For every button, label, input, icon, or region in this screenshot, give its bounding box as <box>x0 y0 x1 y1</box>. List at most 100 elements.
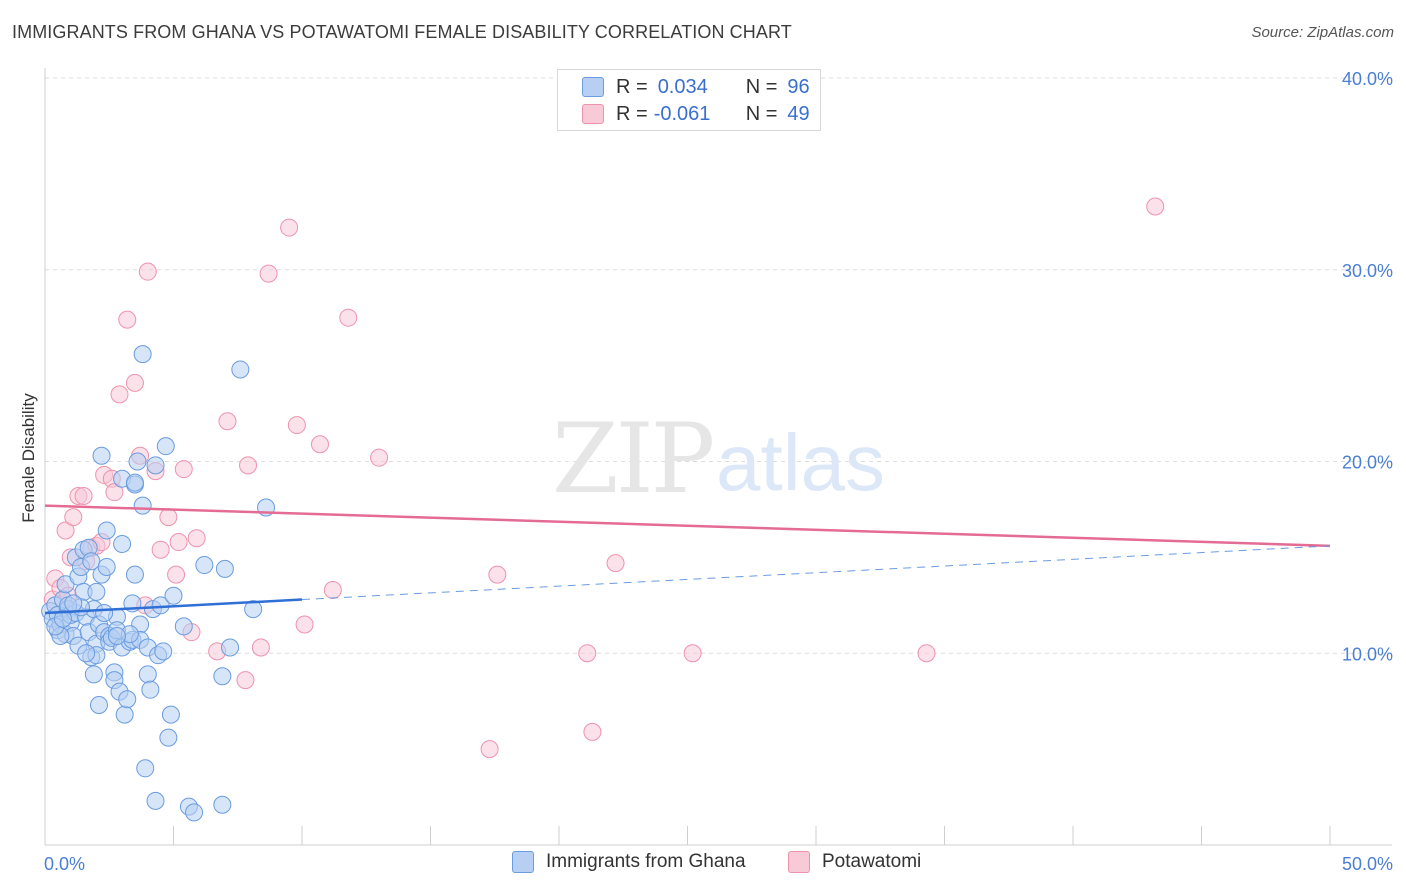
legend-n-label: N = <box>745 102 778 125</box>
legend-swatch-pink <box>582 104 604 124</box>
ghana-trend-extension <box>301 545 1331 601</box>
ghana-point <box>164 586 183 605</box>
potawatomi-point <box>323 580 342 599</box>
ghana-point <box>244 600 263 619</box>
ghana-point <box>95 603 114 622</box>
y-tick-label: 30.0% <box>1342 261 1393 281</box>
potawatomi-point <box>236 671 255 690</box>
ghana-point <box>97 521 116 540</box>
watermark-atlas: atlas <box>716 418 885 507</box>
y-tick-label: 20.0% <box>1342 453 1393 473</box>
ghana-point <box>146 456 165 475</box>
ghana-point <box>138 665 157 684</box>
ghana-point <box>125 565 144 584</box>
legend-label-potawatomi: Potawatomi <box>822 851 922 872</box>
ghana-point <box>113 534 132 553</box>
ghana-point <box>195 556 214 575</box>
ghana-point <box>159 728 178 747</box>
potawatomi-point <box>339 308 358 327</box>
potawatomi-point <box>251 638 270 657</box>
ghana-point <box>221 638 240 657</box>
ghana-point <box>77 644 96 663</box>
potawatomi-point <box>167 565 186 584</box>
ghana-trend-line <box>44 598 303 615</box>
ghana-point <box>133 496 152 515</box>
potawatomi-point <box>583 722 602 741</box>
legend-item-ghana: Immigrants from Ghana <box>512 851 746 873</box>
potawatomi-point <box>287 416 306 435</box>
potawatomi-point <box>218 412 237 431</box>
axes <box>44 68 1392 846</box>
potawatomi-point <box>105 483 124 502</box>
ghana-point <box>97 557 116 576</box>
chart-title: IMMIGRANTS FROM GHANA VS POTAWATOMI FEMA… <box>12 22 792 42</box>
potawatomi-point <box>125 373 144 392</box>
potawatomi-point <box>118 310 137 329</box>
legend-n-value: 96 <box>787 75 810 98</box>
ghana-point <box>141 680 160 699</box>
legend-r-value: 0.034 <box>657 75 708 98</box>
potawatomi-point <box>138 262 157 281</box>
potawatomi-point <box>310 435 329 454</box>
ghana-points <box>41 345 276 822</box>
series-legend: Immigrants from Ghana Potawatomi <box>0 851 1406 877</box>
potawatomi-point <box>74 487 93 506</box>
ghana-point <box>92 446 111 465</box>
ghana-point <box>125 473 144 492</box>
tick-labels: 10.0% 20.0% 30.0% 40.0% 0.0% 50.0% <box>44 69 1393 874</box>
ghana-point <box>89 696 108 715</box>
potawatomi-point <box>151 540 170 559</box>
legend-row-potawatomi: R = -0.061 N = 49 <box>582 101 810 127</box>
trend-lines <box>44 504 1331 615</box>
watermark-zip: ZIP <box>552 403 713 515</box>
potawatomi-point <box>159 508 178 527</box>
source-label: Source: ZipAtlas.com <box>1251 24 1394 41</box>
legend-swatch-ghana <box>512 851 534 873</box>
ghana-point <box>118 690 137 709</box>
legend-item-potawatomi: Potawatomi <box>788 851 921 873</box>
potawatomi-point <box>280 218 299 237</box>
potawatomi-point <box>370 448 389 467</box>
ghana-point <box>213 795 232 814</box>
legend-r-value: -0.061 <box>653 102 711 125</box>
legend-label-ghana: Immigrants from Ghana <box>546 851 746 872</box>
potawatomi-point <box>187 529 206 548</box>
ghana-point <box>53 609 72 628</box>
x-tick-label: 50.0% <box>1342 854 1393 874</box>
y-tick-label: 40.0% <box>1342 69 1393 89</box>
potawatomi-point <box>174 460 193 479</box>
ghana-point <box>128 452 147 471</box>
legend-n-value: 49 <box>787 102 810 125</box>
watermark: ZIP atlas <box>552 403 885 515</box>
ghana-point <box>136 759 155 778</box>
potawatomi-point <box>56 521 75 540</box>
legend-swatch-blue <box>582 77 604 97</box>
potawatomi-point <box>239 456 258 475</box>
potawatomi-point <box>480 740 499 759</box>
potawatomi-point <box>917 644 936 663</box>
ghana-point <box>185 803 204 822</box>
potawatomi-point <box>259 264 278 283</box>
legend-n-label: N = <box>745 75 778 98</box>
ghana-point <box>87 582 106 601</box>
potawatomi-point <box>64 508 83 527</box>
legend-r-label: R = <box>616 102 648 125</box>
legend-r-label: R = <box>616 75 648 98</box>
ghana-point <box>84 665 103 684</box>
potawatomi-point <box>578 644 597 663</box>
ghana-point <box>146 791 165 810</box>
ghana-point <box>213 667 232 686</box>
potawatomi-point <box>1146 197 1165 216</box>
potawatomi-point <box>488 565 507 584</box>
ghana-point <box>115 705 134 724</box>
ghana-point <box>231 360 250 379</box>
ghana-point <box>154 642 173 661</box>
ghana-point <box>174 617 193 636</box>
potawatomi-point <box>683 644 702 663</box>
ghana-point <box>107 626 126 645</box>
legend-row-ghana: R = 0.034 N = 96 <box>582 74 810 100</box>
potawatomi-point <box>110 385 129 404</box>
potawatomi-point <box>169 533 188 552</box>
stats-legend: R = 0.034 N = 96 R = -0.061 N = 49 <box>557 69 821 131</box>
